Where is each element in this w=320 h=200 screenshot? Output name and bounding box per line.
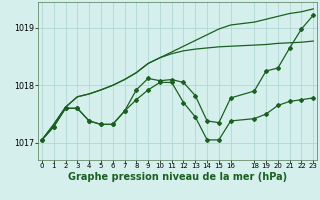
X-axis label: Graphe pression niveau de la mer (hPa): Graphe pression niveau de la mer (hPa)	[68, 172, 287, 182]
